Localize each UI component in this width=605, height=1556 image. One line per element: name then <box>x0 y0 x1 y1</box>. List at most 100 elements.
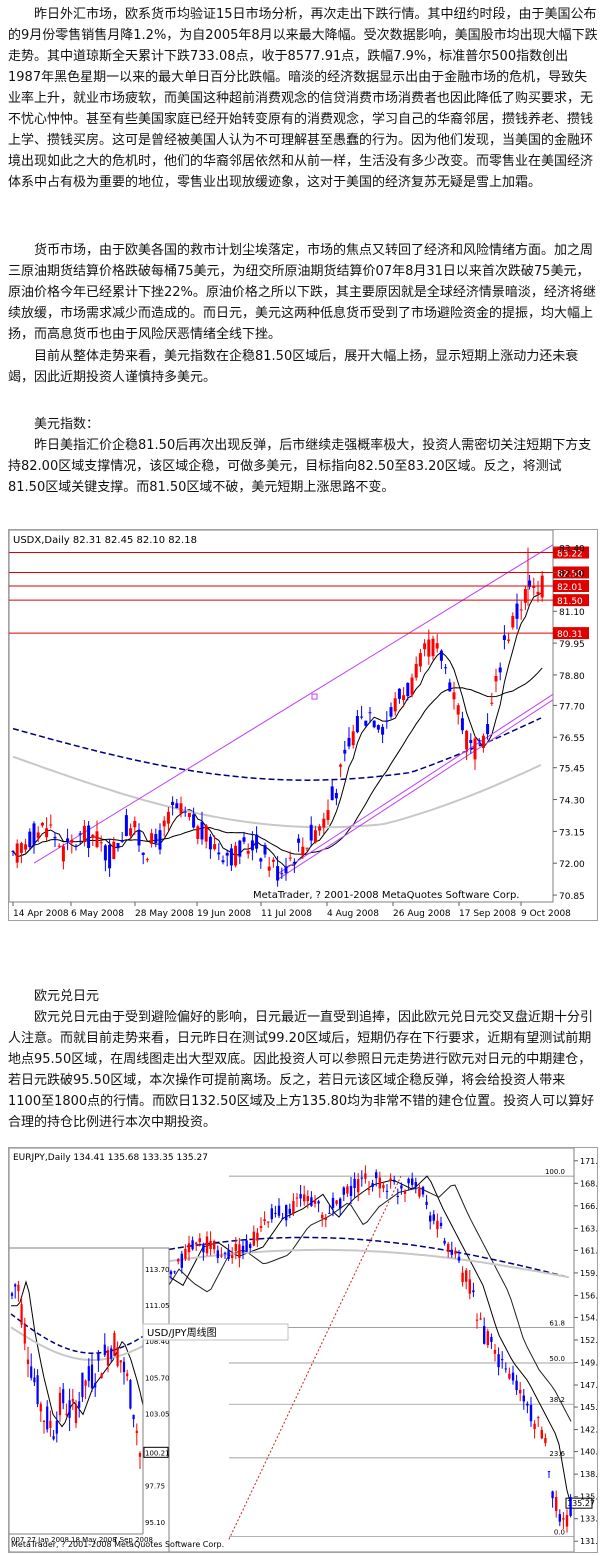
inset-candle-body <box>39 1403 42 1412</box>
candle-body <box>376 725 380 730</box>
candle-body <box>544 1438 547 1444</box>
level-tag-label: 82.50 <box>557 569 583 579</box>
candle-body <box>285 1205 288 1221</box>
y-tick-label: 76.55 <box>559 734 585 744</box>
candle-body <box>288 1208 291 1214</box>
candle-body <box>231 1255 234 1258</box>
candle-body <box>533 1423 536 1430</box>
paragraph-forex-overview: 昨日外汇市场，欧系货币均验证15日市场分析，再次走出下跌行情。其中纽约时段，由于… <box>8 7 598 190</box>
inset-candle-body <box>20 1304 23 1325</box>
y-tick-label: 161.65 <box>580 1246 597 1255</box>
fib-level-label: 38.2 <box>549 1396 565 1404</box>
usdjpy-inset-footer: MetaTrader, ? 2001-2008 MetaQuotes Softw… <box>11 1540 224 1549</box>
inset-x-tick-label: 27 Jan 2008 <box>27 1536 69 1544</box>
y-tick-label: 73.15 <box>559 828 585 838</box>
x-tick-label: 19 Jun 2008 <box>197 909 251 919</box>
candle-body <box>555 1496 558 1512</box>
candle-body <box>303 1194 306 1202</box>
candle-body <box>431 638 435 657</box>
y-tick-label: 74.30 <box>559 797 585 807</box>
y-tick-label: 154.65 <box>580 1313 597 1322</box>
candle-body <box>270 1208 273 1220</box>
inset-candle-body <box>135 1430 138 1433</box>
inset-y-tick-label: 95.10 <box>145 1519 165 1527</box>
inset-candle-body <box>126 1373 129 1377</box>
candle-body <box>95 831 99 848</box>
y-tick-label: 171.00 <box>580 1157 597 1166</box>
candle-body <box>256 1232 259 1241</box>
inset-candle-body <box>81 1372 84 1398</box>
x-tick-label: 14 Apr 2008 <box>13 909 69 919</box>
eurjpy-chart-svg: 100.0 61.8 50.0 38.2 23.6 0.0 135.27 171.00 168… <box>8 1147 605 1553</box>
heading-eurjpy: 欧元兑日元 <box>34 989 100 1004</box>
inset-candle-body <box>106 1350 110 1366</box>
inset-candle-body <box>94 1382 97 1388</box>
candle-body <box>45 828 49 838</box>
inset-candle-body <box>14 1284 17 1287</box>
candle-body <box>331 1197 335 1208</box>
candle-body <box>410 677 414 695</box>
inset-candle-body <box>55 1420 58 1434</box>
candle-body <box>288 857 292 859</box>
candle-body <box>49 824 53 826</box>
candle-body <box>486 1331 489 1346</box>
candle-body <box>522 1395 525 1402</box>
candle-body <box>205 1236 209 1254</box>
inset-y-tick-label: 111.05 <box>145 1302 170 1310</box>
candle-body <box>540 1429 543 1439</box>
candle-body <box>460 718 464 731</box>
candle-body <box>103 845 107 861</box>
candle-body <box>473 738 477 760</box>
candle-body <box>447 1243 450 1252</box>
inset-candle-body <box>100 1373 103 1379</box>
candle-body <box>213 844 217 850</box>
candle-body <box>450 1249 453 1255</box>
candle-body <box>116 843 120 849</box>
y-tick-label: 166.30 <box>580 1202 597 1211</box>
level-tag <box>553 627 589 640</box>
candle-body <box>242 837 246 842</box>
y-tick-label: 77.70 <box>559 702 585 712</box>
candle-body <box>40 822 44 826</box>
x-tick-label: 9 Oct 2008 <box>521 909 571 919</box>
candle-body <box>532 586 536 588</box>
y-tick-label: 75.45 <box>559 765 585 775</box>
fib-level-label: 50.0 <box>549 1355 565 1363</box>
candle-body <box>223 1252 227 1254</box>
x-tick-label: 26 Aug 2008 <box>393 909 451 919</box>
usdjpy-inset-label: USD/JPY周线图 <box>147 1326 217 1339</box>
inset-candle-body <box>62 1389 65 1404</box>
candle-body <box>465 730 469 750</box>
candle-body <box>493 1349 497 1354</box>
candle-body <box>483 1326 486 1344</box>
candle-body <box>494 675 498 682</box>
candle-body <box>158 830 162 850</box>
candle-body <box>141 852 145 855</box>
level-tag <box>553 580 589 593</box>
candle-body <box>292 1200 295 1214</box>
candle-body <box>397 688 401 699</box>
candle-body <box>423 643 427 650</box>
inset-x-tick-label: 18 May 2008 <box>71 1536 117 1544</box>
candle-body <box>547 1471 551 1473</box>
candle-body <box>406 682 410 697</box>
x-tick-label: 6 May 2008 <box>71 909 124 919</box>
candle-body <box>342 1187 345 1195</box>
candle-body <box>309 824 313 841</box>
candle-body <box>246 850 250 854</box>
candle-body <box>353 1178 356 1189</box>
inset-candle-body <box>116 1346 119 1366</box>
candle-body <box>36 832 40 839</box>
inset-candle-body <box>58 1392 62 1416</box>
candle-body <box>99 842 103 844</box>
candle-body <box>502 635 506 640</box>
inset-candle-body <box>52 1436 55 1440</box>
candle-body <box>276 866 280 881</box>
channel-anchor-point <box>311 693 318 700</box>
x-tick-label: 17 Sep 2008 <box>459 909 516 919</box>
candle-body <box>381 726 385 735</box>
candle-body <box>277 1205 281 1216</box>
usdx-daily-chart: 83.22 82.50 82.01 81.50 80.31 83.40 82.50 81.1… <box>8 529 598 921</box>
candle-body <box>504 1368 507 1370</box>
inset-candle-body <box>103 1344 106 1356</box>
